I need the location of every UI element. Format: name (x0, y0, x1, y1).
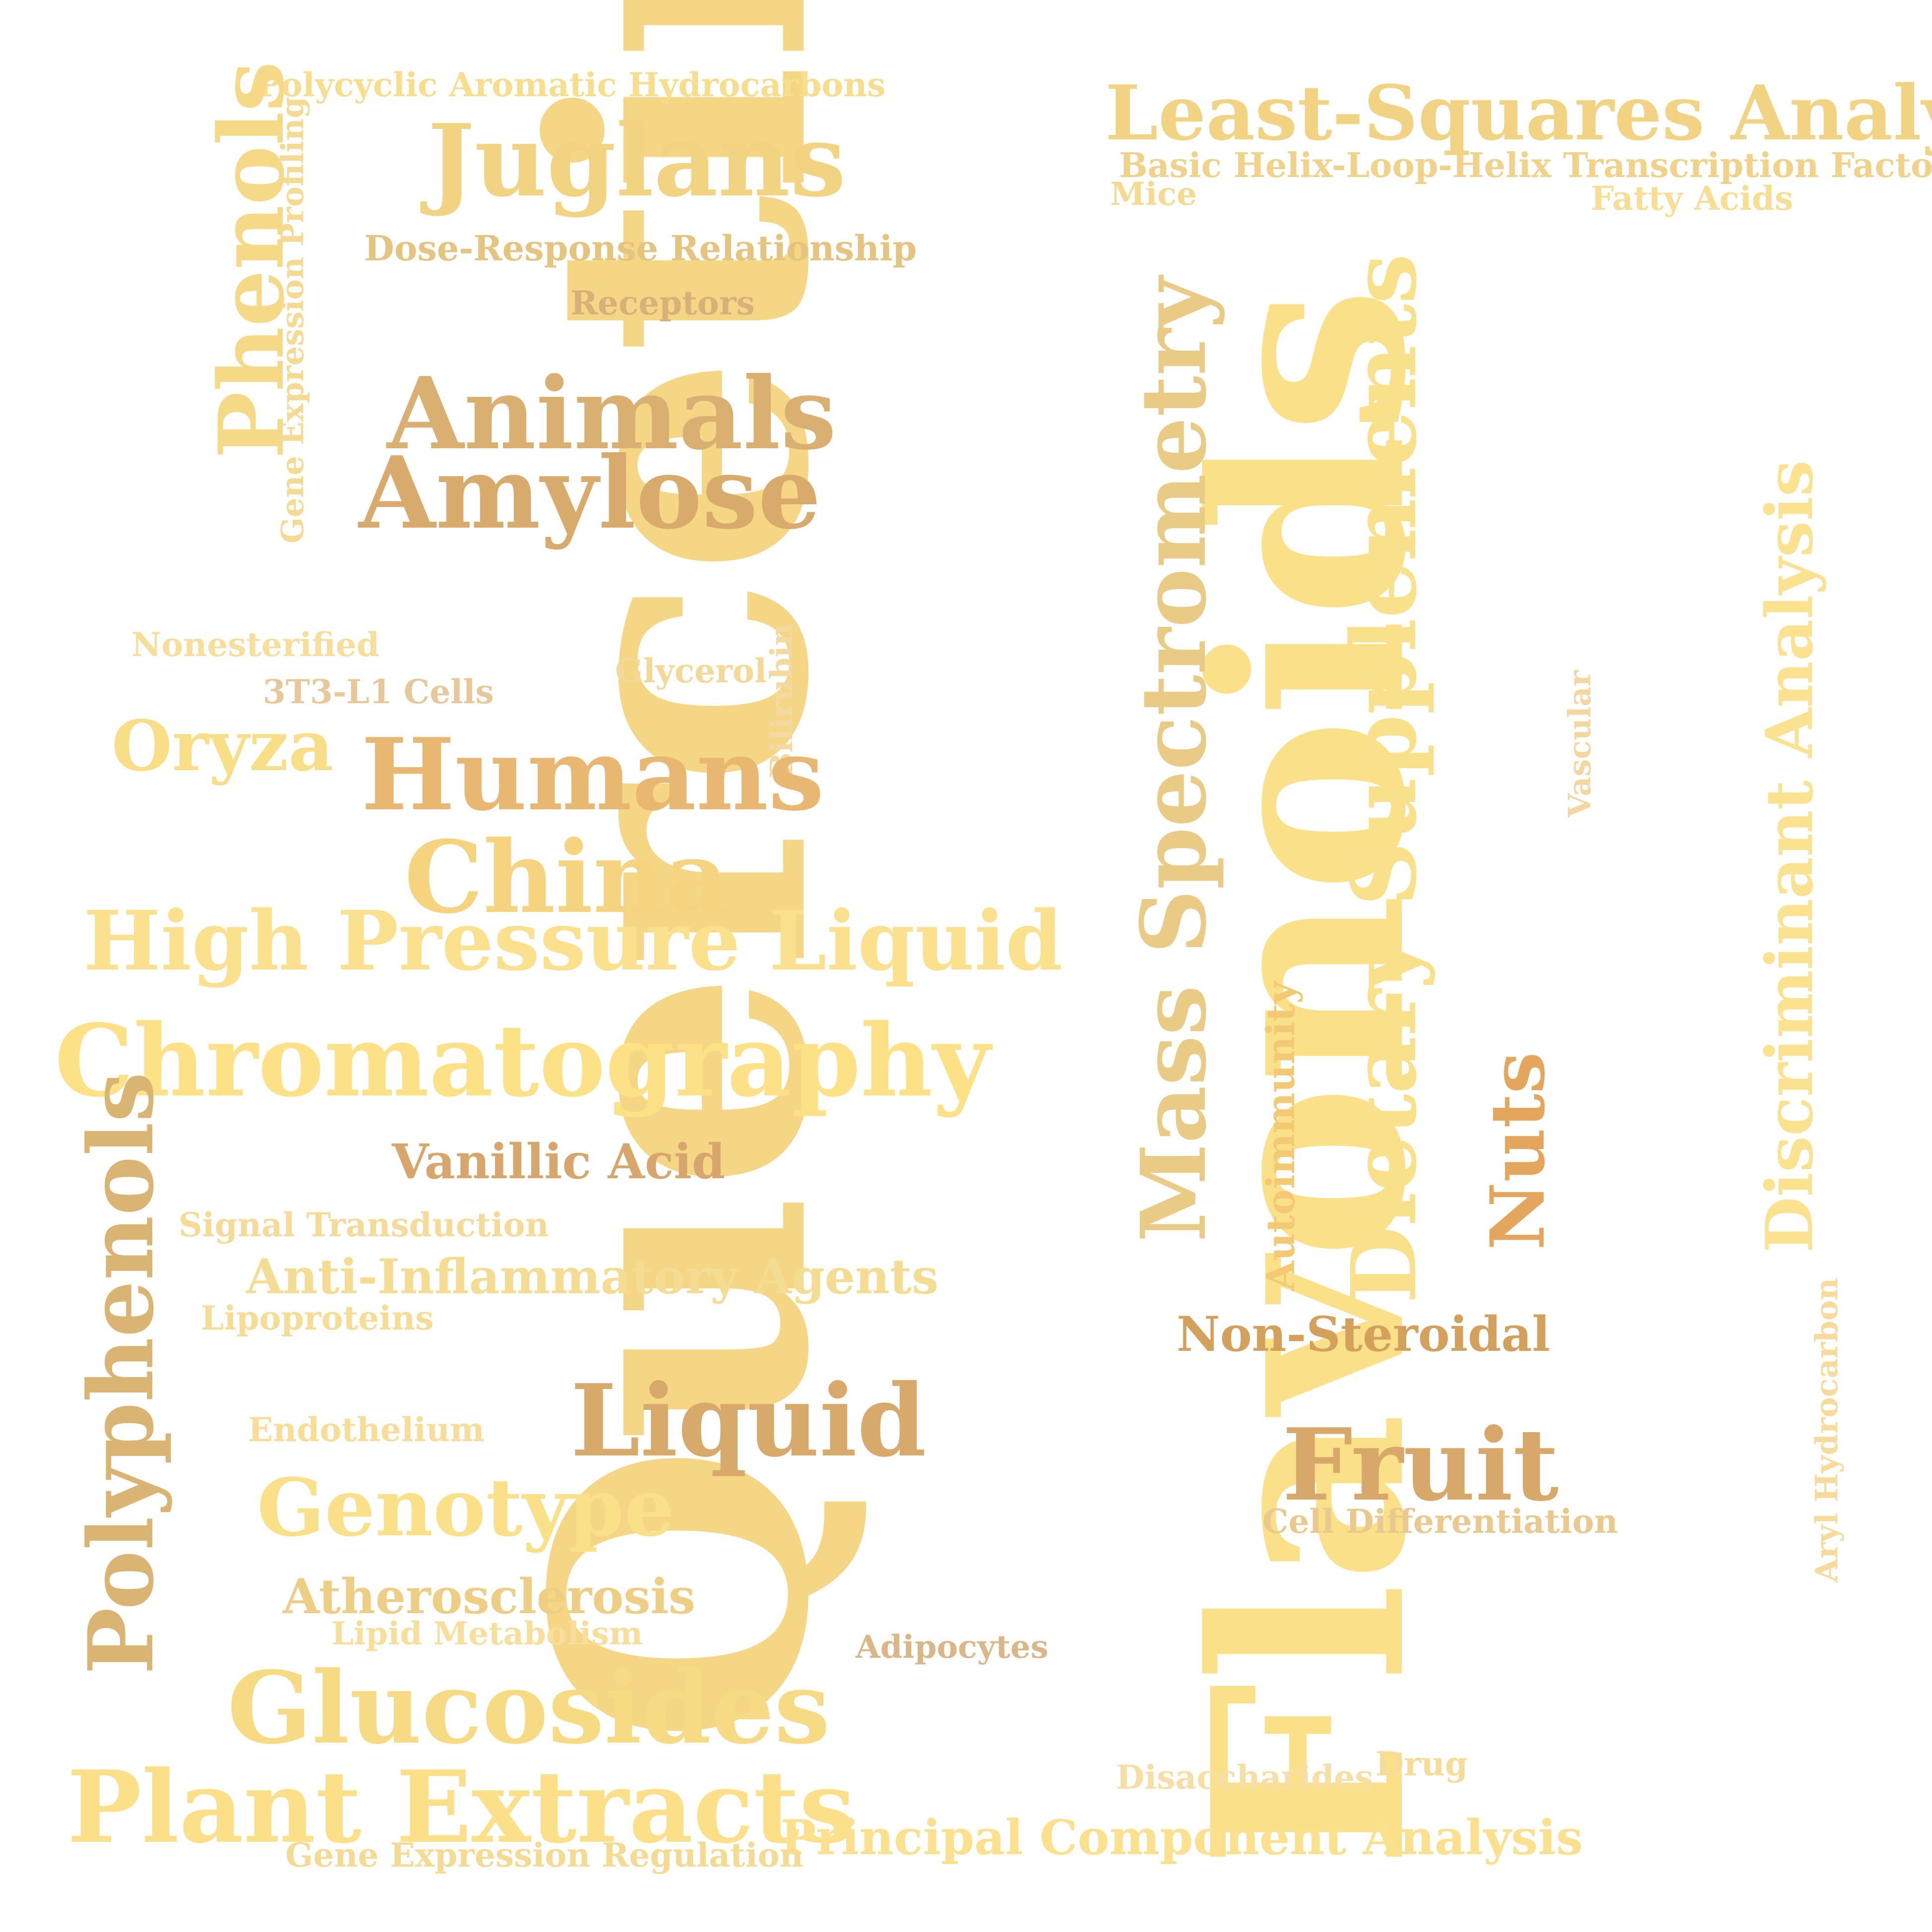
word-gene-expression-regulation: Gene Expression Regulation (285, 1836, 804, 1874)
word-autoimmunity: Autoimmunity (1258, 981, 1304, 1291)
word-fatty-acids: Fatty Acids (1591, 179, 1794, 218)
word-polycyclic-aromatic-hydrocarbons: Polycyclic Aromatic Hydrocarbons (257, 65, 886, 104)
word-cell-differentiation: Cell Differentiation (1262, 1502, 1618, 1541)
word-adipocytes: Adipocytes (856, 1629, 1049, 1666)
word-vanillic-acid: Vanillic Acid (392, 1134, 725, 1190)
word-discriminant-analysis: Discriminant Analysis (1751, 460, 1827, 1253)
word-glucosides: Glucosides (227, 1650, 830, 1766)
word-disaccharides: Disaccharides (1116, 1758, 1373, 1797)
word-juglans: Juglans (428, 103, 846, 219)
word-mass-spectrometry: Mass Spectrometry (1122, 277, 1226, 1242)
word-non-steroidal: Non-Steroidal (1177, 1306, 1551, 1362)
word-dietary-supplements: Dietary Supplements (1332, 253, 1436, 1304)
word-anti-inflammatory-agents: Anti-Inflammatory Agents (246, 1249, 939, 1305)
word-chromatography: Chromatography (55, 1003, 991, 1119)
word-glycerol: Glycerol (615, 652, 767, 690)
word-amylose: Amylose (359, 435, 821, 551)
word-dose-response-relationship: Dose-Response Relationship (364, 228, 917, 269)
word-endothelium: Endothelium (248, 1410, 485, 1449)
word-drug: Drug (1375, 1745, 1468, 1783)
word-lipoproteins: Lipoproteins (201, 1299, 434, 1337)
word-receptors: Receptors (570, 284, 755, 322)
word-oryza: Oryza (112, 706, 334, 787)
word-animals: Animals (387, 356, 837, 472)
word-plant-extracts: Plant Extracts (67, 1749, 856, 1866)
word-signal-transduction: Signal Transduction (179, 1206, 549, 1244)
word-high-pressure-liquid: High Pressure Liquid (83, 893, 1063, 989)
word-genotype: Genotype (257, 1461, 675, 1554)
word-humans: Humans (361, 717, 824, 833)
word-atherosclerosis: Atherosclerosis (283, 1569, 695, 1625)
word-vascular: Vascular (1561, 670, 1598, 818)
word-nonesterified: Nonesterified (131, 625, 379, 664)
word-liquid: Liquid (570, 1363, 927, 1479)
word-gene-expression-profiling: Gene Expression Profiling (274, 97, 311, 543)
word-principal-component-analysis: Principal Component Analysis (780, 1810, 1583, 1866)
word-bhlh-transcription-factors: Basic Helix-Loop-Helix Transcription Fac… (1119, 146, 1932, 185)
word-aryl-hydrocarbon: Aryl Hydrocarbon (1808, 1277, 1845, 1583)
word-china: China (404, 819, 730, 936)
word-3t3-l1-cells: 3T3-L1 Cells (263, 672, 494, 711)
word-mice: Mice (1110, 176, 1197, 213)
word-lipid-metabolism: Lipid Metabolism (331, 1615, 643, 1652)
word-nuts: Nuts (1474, 1052, 1561, 1250)
word-least-squares-analysis: Least-Squares Analysis (1105, 68, 1932, 157)
word-polyphenols: Polyphenols (69, 1072, 174, 1675)
word-fruit: Fruit (1282, 1407, 1559, 1523)
